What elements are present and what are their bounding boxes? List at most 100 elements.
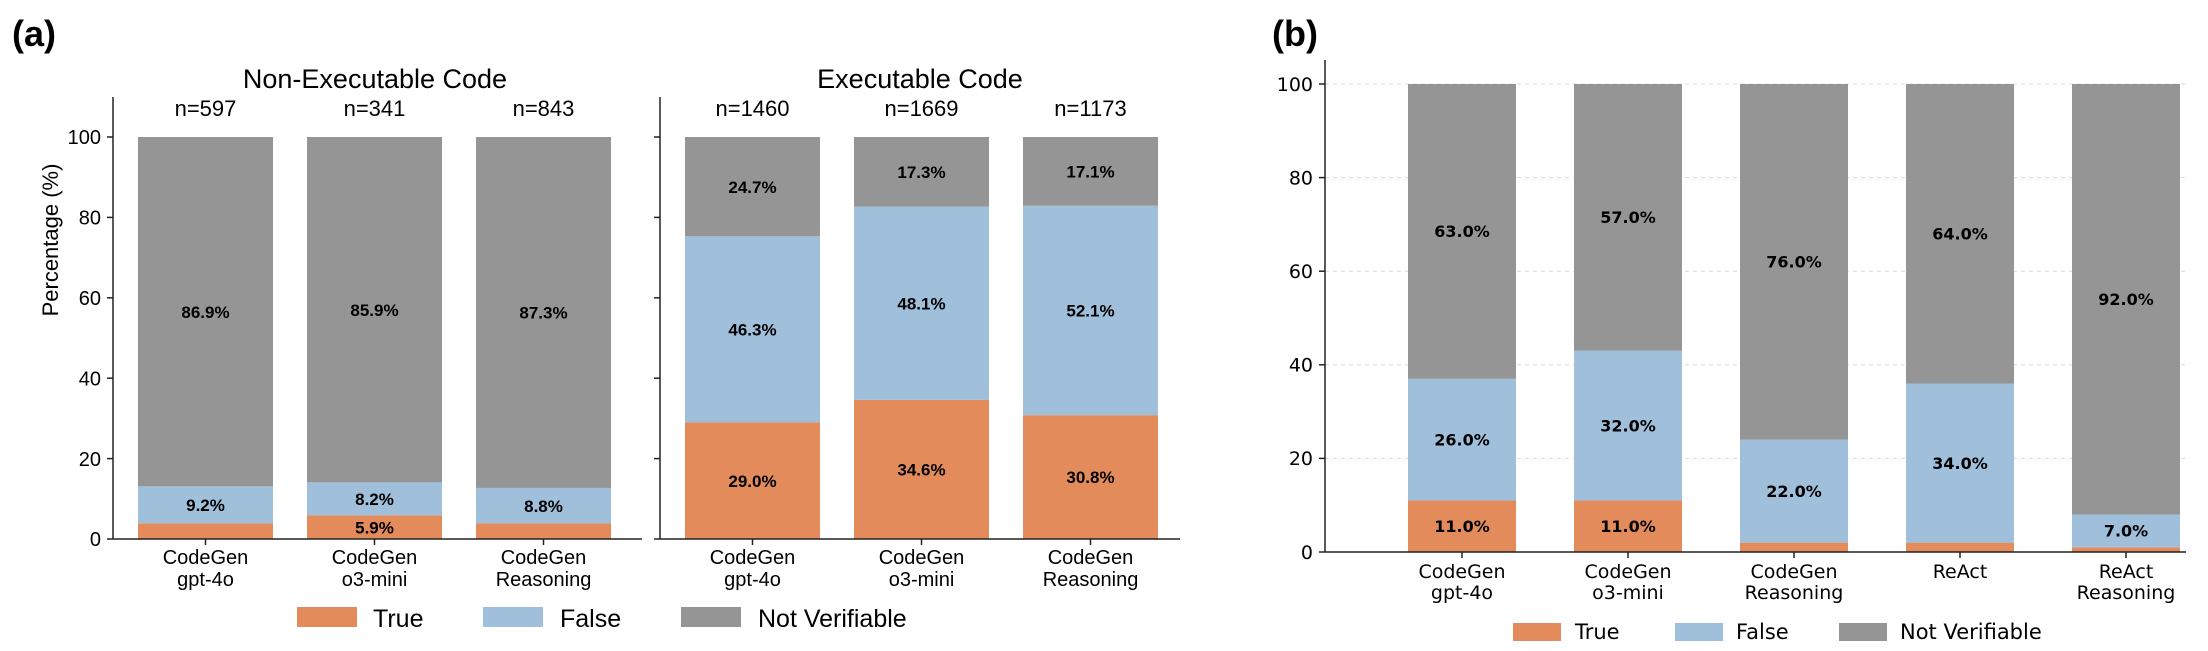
y-tick-label: 40 (1289, 355, 1313, 377)
x-tick-label: gpt-4o (1431, 582, 1493, 604)
y-tick-label: 100 (68, 127, 101, 149)
x-tick-label: CodeGen (1048, 547, 1134, 569)
y-tick-label: 0 (90, 529, 101, 551)
sample-count: n=843 (513, 96, 575, 121)
bar-segment-true (476, 523, 611, 539)
x-tick-label: Reasoning (2077, 582, 2176, 604)
x-tick-label: CodeGen (1750, 561, 1837, 583)
bar-segment-false (2072, 514, 2180, 548)
legend-a-swatch-true (297, 607, 357, 627)
bar-segment-nv (1408, 84, 1516, 379)
x-tick-label: Reasoning (1043, 569, 1139, 591)
bar-segment-true (1740, 542, 1848, 552)
bar-segment-true (138, 523, 273, 539)
y-tick-label: 80 (79, 208, 101, 230)
bar-segment-true (1023, 415, 1158, 539)
data-label: 34.0% (1932, 454, 1988, 473)
data-label: 57.0% (1600, 208, 1656, 227)
bar-segment-true (1574, 500, 1682, 552)
y-tick-label: 60 (79, 288, 101, 310)
y-tick-label: 20 (1289, 448, 1313, 470)
data-label: 48.1% (897, 294, 945, 313)
legend-b-label-true: True (1574, 620, 1620, 644)
data-label: 8.8% (524, 497, 563, 516)
bar-segment-false (1574, 350, 1682, 501)
legend-a-swatch-false (483, 607, 543, 627)
data-label: 7.0% (2104, 522, 2148, 541)
x-tick-label: CodeGen (1418, 561, 1505, 583)
x-tick-label: Reasoning (1745, 582, 1844, 604)
sample-count: n=341 (344, 96, 406, 121)
legend-b-swatch-false (1675, 623, 1723, 641)
sample-count: n=597 (175, 96, 237, 121)
x-tick-label: CodeGen (710, 547, 796, 569)
bar-segment-nv (2072, 84, 2180, 515)
bar-segment-true (1906, 542, 2014, 552)
legend-a-swatch-nv (681, 607, 741, 627)
legend-b-swatch-nv (1839, 623, 1887, 641)
data-label: 26.0% (1434, 430, 1490, 449)
x-tick-label: Reasoning (496, 569, 592, 591)
bar-segment-false (476, 487, 611, 524)
data-label: 76.0% (1766, 253, 1822, 272)
bar-segment-false (1740, 439, 1848, 543)
data-label: 85.9% (350, 301, 398, 320)
bar-segment-false (1408, 378, 1516, 501)
data-label: 11.0% (1600, 517, 1656, 536)
bar-segment-true (685, 422, 820, 539)
legend-a-label-nv: Not Verifiable (758, 605, 907, 633)
x-tick-label: CodeGen (1584, 561, 1671, 583)
data-label: 63.0% (1434, 222, 1490, 241)
x-tick-label: CodeGen (879, 547, 965, 569)
y-axis-label: Percentage (%) (38, 164, 63, 317)
bar-segment-true (854, 399, 989, 539)
bar-segment-true (1408, 500, 1516, 552)
panel-b-label: (b) (1272, 13, 1318, 54)
y-tick-label: 40 (79, 368, 101, 390)
bar-segment-nv (476, 137, 611, 488)
data-label: 9.2% (186, 496, 225, 515)
bar-segment-nv (1740, 84, 1848, 440)
x-tick-label: gpt-4o (177, 569, 234, 591)
bar-segment-nv (307, 137, 442, 483)
panel-a-label: (a) (12, 13, 56, 54)
chart-marks: 9.2%86.9%CodeGengpt-4on=5975.9%8.2%85.9%… (68, 60, 2186, 604)
bar-segment-false (307, 482, 442, 516)
legend-b-label-false: False (1736, 620, 1789, 644)
data-label: 29.0% (728, 472, 776, 491)
x-tick-label: CodeGen (163, 547, 249, 569)
data-label: 46.3% (728, 320, 776, 339)
data-label: 24.7% (728, 178, 776, 197)
subplot-title-executable: Executable Code (817, 64, 1023, 94)
sample-count: n=1669 (884, 96, 958, 121)
bar-segment-false (685, 236, 820, 423)
x-tick-label: o3-mini (1592, 582, 1664, 604)
data-label: 52.1% (1066, 302, 1114, 321)
legend-b-label-nv: Not Verifiable (1900, 620, 2042, 644)
sample-count: n=1460 (715, 96, 789, 121)
bar-segment-true (2072, 547, 2180, 552)
legend-a-label-true: True (373, 605, 423, 633)
legend-a: True False Not Verifiable (297, 605, 907, 633)
data-label: 92.0% (2098, 290, 2154, 309)
x-tick-label: CodeGen (501, 547, 587, 569)
data-label: 64.0% (1932, 225, 1988, 244)
x-tick-label: o3-mini (342, 569, 408, 591)
subplot-title-non-executable: Non-Executable Code (243, 64, 507, 94)
data-label: 17.1% (1066, 162, 1114, 181)
legend-a-label-false: False (560, 605, 621, 633)
data-label: 8.2% (355, 490, 394, 509)
bar-segment-false (1906, 383, 2014, 543)
bar-segment-nv (138, 137, 273, 487)
bar-segment-false (1023, 205, 1158, 416)
y-tick-label: 20 (79, 449, 101, 471)
x-tick-label: ReAct (1933, 561, 1988, 583)
bar-segment-nv (1574, 84, 1682, 351)
bar-segment-nv (1023, 137, 1158, 206)
data-label: 22.0% (1766, 482, 1822, 501)
y-tick-label: 0 (1301, 542, 1313, 564)
x-tick-label: CodeGen (332, 547, 418, 569)
bar-segment-true (307, 515, 442, 539)
bar-segment-false (854, 206, 989, 400)
